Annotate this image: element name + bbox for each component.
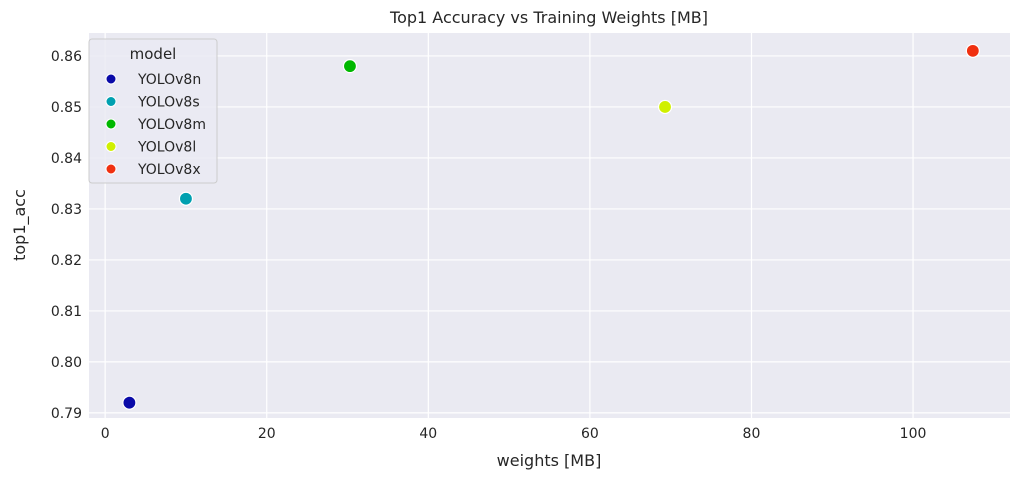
chart-title: Top1 Accuracy vs Training Weights [MB] bbox=[389, 8, 708, 27]
x-tick-label: 100 bbox=[900, 426, 927, 442]
y-tick-label: 0.86 bbox=[51, 49, 82, 65]
y-tick-label: 0.83 bbox=[51, 202, 82, 218]
data-points bbox=[122, 43, 980, 410]
y-tick-label: 0.79 bbox=[51, 406, 82, 422]
plot-background bbox=[89, 33, 1010, 418]
x-tick-label: 20 bbox=[258, 426, 276, 442]
legend-label: YOLOv8n bbox=[137, 72, 201, 88]
legend-label: YOLOv8l bbox=[137, 140, 196, 156]
x-axis-label: weights [MB] bbox=[497, 451, 602, 470]
legend-marker bbox=[105, 163, 117, 175]
legend-label: YOLOv8m bbox=[137, 117, 206, 133]
x-tick-label: 80 bbox=[743, 426, 761, 442]
data-point-yolov8l bbox=[657, 99, 673, 115]
legend-label: YOLOv8s bbox=[137, 95, 200, 111]
x-axis-ticks: 0 20 40 60 80 100 bbox=[101, 426, 927, 442]
x-tick-label: 60 bbox=[581, 426, 599, 442]
legend-marker bbox=[105, 96, 117, 107]
data-point-yolov8s bbox=[178, 191, 194, 206]
legend-label: YOLOv8x bbox=[137, 162, 201, 178]
y-tick-label: 0.82 bbox=[51, 253, 82, 269]
x-tick-label: 0 bbox=[101, 426, 110, 442]
x-tick-label: 40 bbox=[419, 426, 437, 442]
grid bbox=[89, 33, 1010, 418]
data-point-yolov8n bbox=[122, 395, 137, 410]
y-axis-label: top1_acc bbox=[10, 189, 30, 261]
y-tick-label: 0.80 bbox=[51, 355, 82, 371]
data-point-yolov8m bbox=[342, 59, 358, 74]
legend-title: model bbox=[130, 45, 177, 63]
y-tick-label: 0.85 bbox=[51, 100, 82, 116]
y-axis-ticks: 0.79 0.80 0.81 0.82 0.83 0.84 0.85 0.86 bbox=[51, 49, 82, 422]
data-point-yolov8x bbox=[965, 43, 980, 58]
legend-marker bbox=[105, 141, 117, 152]
legend-box bbox=[88, 38, 218, 184]
y-tick-label: 0.81 bbox=[51, 304, 82, 320]
legend-marker bbox=[105, 118, 117, 130]
legend-items: YOLOv8n YOLOv8s YOLOv8m YOLOv8l YOLOv8x bbox=[105, 72, 206, 178]
y-tick-label: 0.84 bbox=[51, 151, 82, 167]
legend-marker bbox=[105, 73, 117, 85]
legend: model YOLOv8nYOLOv8sYOLOv8mYOLOv8lYOLOv8… bbox=[88, 38, 218, 184]
